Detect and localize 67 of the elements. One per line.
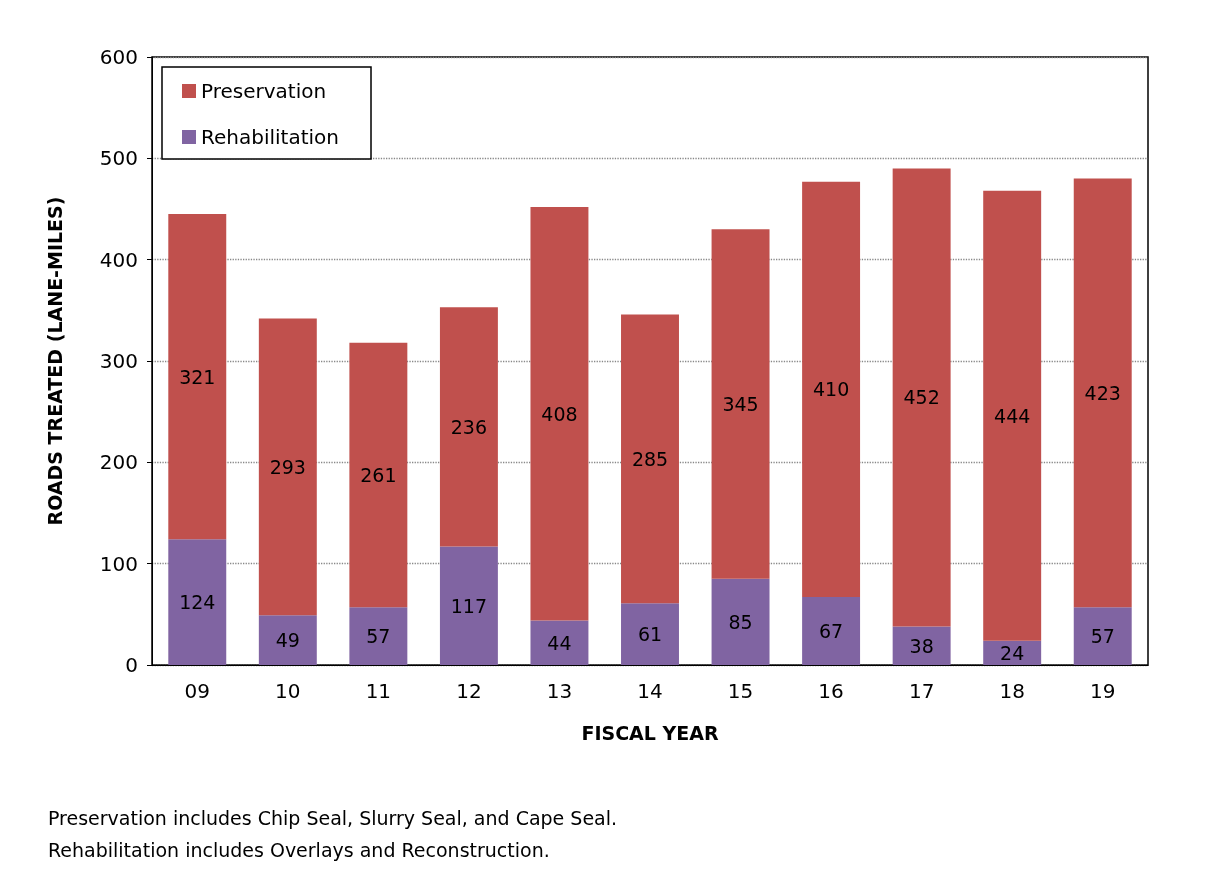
- x-tick-label: 09: [184, 679, 210, 703]
- data-label: 285: [631, 447, 669, 470]
- data-label: 49: [275, 629, 300, 652]
- bar: [439, 546, 498, 665]
- x-tick-label: 13: [546, 679, 573, 703]
- bar: [621, 314, 679, 604]
- data-label: 85: [728, 610, 753, 633]
- bar: [892, 168, 951, 627]
- data-label: 124: [179, 591, 216, 614]
- data-label: 67: [819, 620, 844, 643]
- bar: [1073, 178, 1132, 608]
- bar: [530, 620, 589, 665]
- data-label: 44: [547, 631, 572, 654]
- bar: [530, 206, 589, 621]
- bar: [711, 229, 770, 579]
- x-axis-title: FISCAL YEAR: [581, 721, 719, 744]
- x-tick-label: 10: [275, 679, 301, 703]
- legend-label: Rehabilitation: [201, 125, 340, 149]
- y-axis-title: ROADS TREATED (LANE-MILES): [43, 196, 66, 526]
- y-tick-label: 500: [99, 146, 138, 171]
- y-tick-label: 0: [125, 653, 138, 677]
- data-label: 117: [450, 594, 488, 617]
- x-tick-label: 12: [456, 679, 482, 703]
- y-tick-label: 600: [99, 45, 138, 69]
- data-label: 57: [1090, 625, 1115, 648]
- bar: [1073, 607, 1132, 665]
- bar: [802, 597, 861, 665]
- data-label: 345: [722, 393, 759, 416]
- data-label: 452: [903, 386, 940, 409]
- bar: [892, 626, 951, 665]
- data-label: 38: [909, 634, 934, 657]
- bar: [983, 190, 1042, 641]
- data-label: 408: [541, 402, 578, 425]
- data-label: 24: [1000, 641, 1025, 664]
- text: Preservation includes Chip Seal, Slurry Seal, and Cape Seal.: [48, 806, 618, 829]
- y-tick-label: 100: [99, 551, 138, 576]
- bar: [168, 214, 227, 540]
- x-tick-label: 17: [908, 679, 935, 703]
- bar: [439, 307, 498, 547]
- y-tick-label: 200: [99, 450, 138, 475]
- data-label: 321: [179, 365, 216, 388]
- bar: [711, 578, 770, 665]
- data-label: 57: [366, 625, 391, 648]
- bar: [802, 181, 861, 598]
- text: Rehabilitation includes Overlays and Reconstruction.: [48, 838, 550, 861]
- bar: [621, 603, 679, 665]
- x-tick-label: 11: [365, 679, 392, 703]
- data-label: 293: [269, 455, 306, 478]
- bar: [258, 615, 317, 665]
- legend-label: Preservation: [201, 79, 327, 103]
- data-label: 423: [1084, 381, 1121, 404]
- bar: [349, 342, 408, 608]
- x-tick-label: 18: [999, 679, 1025, 703]
- data-label: 444: [994, 404, 1031, 427]
- x-tick-label: 16: [818, 679, 844, 703]
- x-tick-label: 19: [1090, 679, 1116, 703]
- x-tick-label: 14: [637, 679, 663, 703]
- y-tick-label: 400: [99, 247, 138, 272]
- bar: [349, 607, 408, 665]
- x-tick-label: 15: [727, 679, 754, 703]
- data-label: 410: [812, 378, 850, 401]
- data-label: 61: [637, 623, 663, 646]
- bar: [168, 539, 227, 665]
- y-tick-label: 300: [99, 349, 138, 373]
- bar: [258, 318, 317, 616]
- data-label: 236: [450, 415, 488, 438]
- data-label: 261: [360, 464, 397, 486]
